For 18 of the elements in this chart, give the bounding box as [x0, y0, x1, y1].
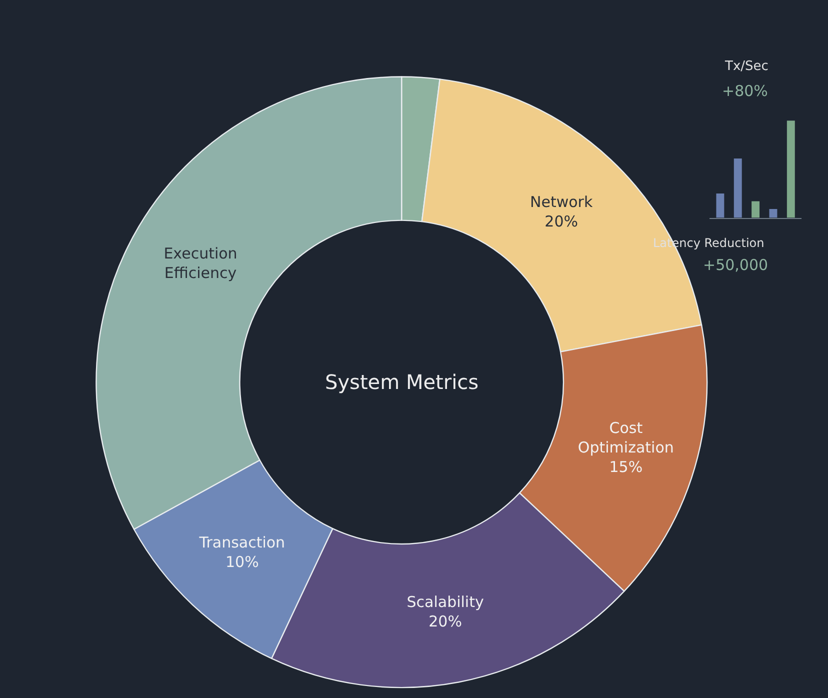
text: +50,000 — [703, 256, 768, 274]
bar — [752, 201, 760, 218]
bar — [786, 120, 795, 218]
bar — [734, 158, 742, 218]
text: +80% — [722, 82, 768, 100]
slice-label: Scalability — [406, 592, 484, 611]
data-label: 20% — [544, 212, 578, 231]
slice-label: Transaction — [198, 534, 286, 552]
slice-label: Cost Optimization — [578, 418, 674, 456]
data-label: 10% — [225, 553, 259, 572]
text: System Metrics — [325, 370, 479, 394]
slice-label: Execution Efficiency — [164, 244, 238, 282]
bar — [716, 193, 724, 218]
bar — [769, 209, 778, 218]
text: Tx/Sec — [724, 59, 768, 74]
data-label: 20% — [428, 612, 462, 630]
slice-label: Network — [530, 193, 593, 212]
data-label: 15% — [609, 458, 643, 476]
